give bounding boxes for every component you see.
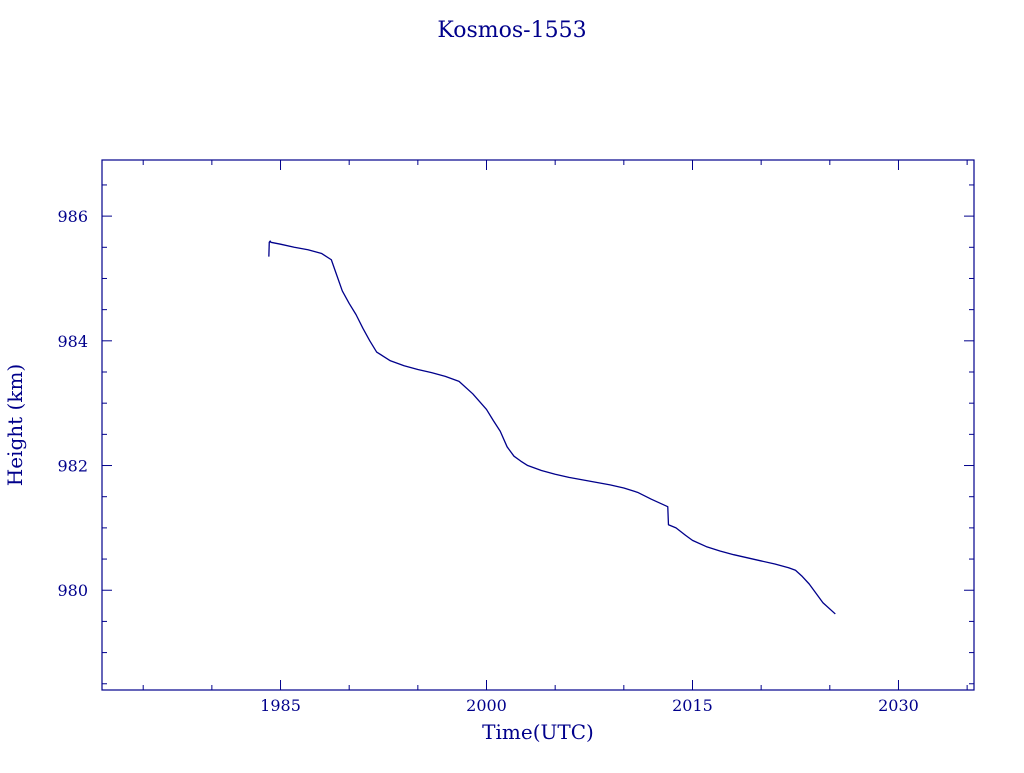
tick-labels: 1985 2000 2015 2030 980 982 984 986 (57, 207, 918, 715)
x-tick-label: 1985 (260, 696, 301, 715)
x-tick-label: 2015 (672, 696, 713, 715)
x-axis-label: Time(UTC) (482, 720, 594, 744)
y-tick-label: 984 (57, 332, 88, 351)
x-tick-label: 2000 (466, 696, 507, 715)
y-axis-label: Height (km) (3, 364, 27, 486)
series-layer (268, 240, 836, 615)
tick-marks (102, 160, 974, 690)
y-tick-label: 982 (57, 457, 88, 476)
y-tick-label: 986 (57, 207, 88, 226)
plot-frame (101, 159, 975, 691)
chart-title: Kosmos-1553 (437, 18, 586, 43)
x-tick-label: 2030 (878, 696, 919, 715)
y-tick-label: 980 (57, 581, 88, 600)
series-line (268, 240, 836, 615)
